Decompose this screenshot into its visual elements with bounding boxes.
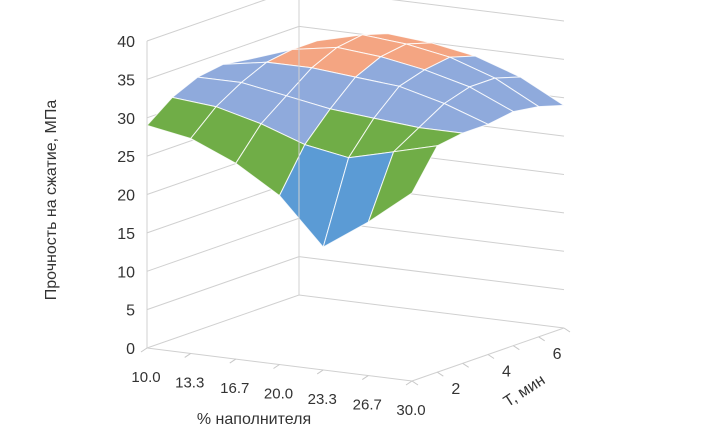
x-tick <box>405 380 413 386</box>
y-tick-label: 2 <box>451 381 460 398</box>
x-tick-label: 23.3 <box>308 391 337 408</box>
x-tick-label: 20.0 <box>264 386 293 403</box>
y-tick <box>437 371 444 377</box>
y-tick-label: 4 <box>502 364 511 381</box>
z-axis-label: Прочность на сжатие, МПа <box>43 100 60 301</box>
x-tick-label: 10.0 <box>131 369 160 386</box>
y-tick <box>411 380 419 386</box>
z-tick-label: 15 <box>117 226 135 243</box>
x-tick <box>361 375 369 380</box>
surface-plot <box>146 33 566 249</box>
x-tick-label: 30.0 <box>396 402 425 419</box>
z-tick-label: 25 <box>117 149 135 166</box>
x-tick-label: 26.7 <box>353 397 382 414</box>
gridline-z-0 <box>146 294 565 349</box>
x-tick <box>140 347 148 353</box>
z-tick-label: 0 <box>126 341 135 358</box>
z-tick-label: 5 <box>126 303 135 320</box>
axes <box>140 0 571 386</box>
z-tick-label: 35 <box>117 72 135 89</box>
x-tick-label: 16.7 <box>220 380 249 397</box>
y-tick <box>513 345 520 351</box>
y-tick <box>487 354 495 359</box>
z-tick-label: 10 <box>117 264 135 281</box>
y-tick <box>563 327 571 333</box>
x-tick <box>229 358 237 364</box>
x-axis-label: % наполнителя <box>197 411 311 428</box>
y-tick <box>462 362 469 368</box>
x-tick-label: 13.3 <box>175 374 204 391</box>
surface-cell <box>367 145 439 224</box>
gridline-z-8 <box>146 0 565 42</box>
y-tick <box>538 336 545 342</box>
x-tick <box>184 353 192 358</box>
tick-labels: 0 5 10 15 20 25 30 35 40 10.0 13.3 16.7 20.0 23.3 26.7… <box>117 34 561 419</box>
x-tick <box>316 369 324 375</box>
z-tick-label: 40 <box>117 34 135 51</box>
y-tick-label: 6 <box>553 346 562 363</box>
x-tick <box>273 364 280 369</box>
z-tick-label: 20 <box>117 188 135 205</box>
z-tick-label: 30 <box>117 111 135 128</box>
